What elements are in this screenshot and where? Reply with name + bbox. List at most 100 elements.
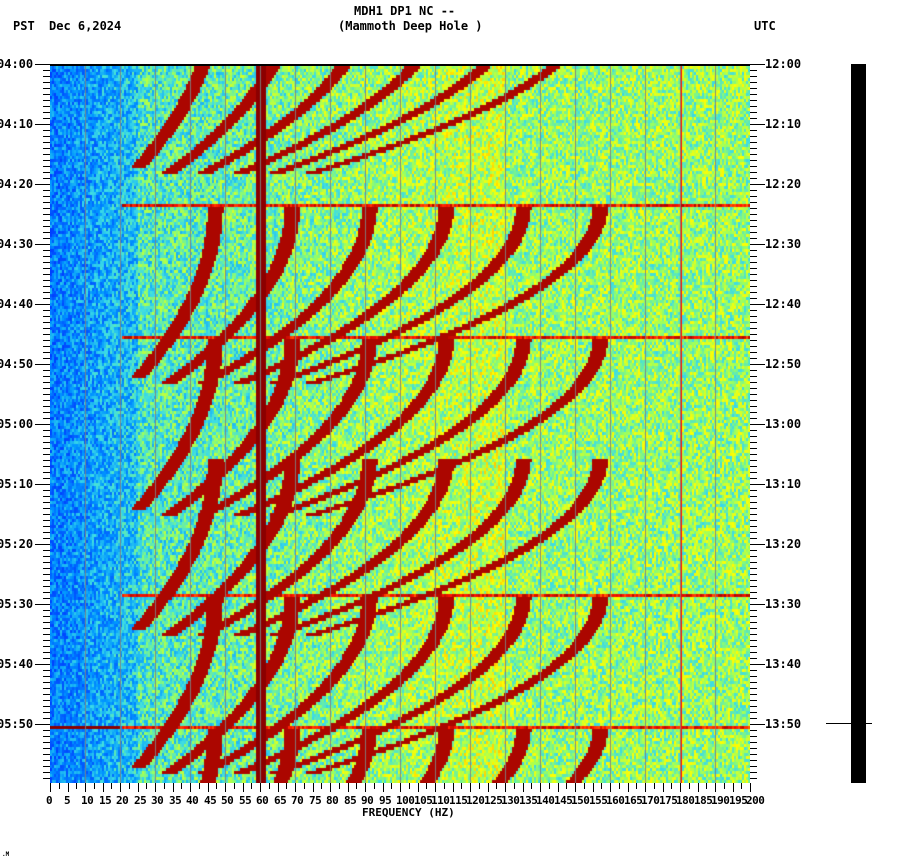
left-time-label: 04:00 — [0, 57, 34, 71]
right-tick — [750, 322, 757, 323]
left-tick — [43, 202, 50, 203]
right-tick — [750, 478, 757, 479]
freq-minor-tick — [426, 783, 427, 789]
right-tick — [750, 556, 757, 557]
right-tick — [750, 178, 757, 179]
freq-minor-tick — [94, 783, 95, 789]
right-tick — [750, 142, 757, 143]
left-tick — [43, 448, 50, 449]
right-tick — [750, 592, 757, 593]
right-tick — [750, 370, 757, 371]
right-tick — [750, 100, 757, 101]
freq-minor-tick — [146, 783, 147, 789]
left-tick — [43, 250, 50, 251]
freq-minor-tick — [129, 783, 130, 789]
freq-label: 110 — [431, 794, 450, 807]
left-tick — [43, 358, 50, 359]
right-tick — [750, 148, 757, 149]
right-tick — [750, 748, 757, 749]
right-tick — [750, 664, 765, 665]
right-tick — [750, 124, 765, 125]
right-time-label: 12:20 — [765, 177, 802, 191]
left-tick — [35, 664, 50, 665]
left-tick — [43, 106, 50, 107]
left-tick — [43, 586, 50, 587]
freq-tick — [628, 783, 629, 792]
left-tick — [43, 700, 50, 701]
right-tick — [750, 502, 757, 503]
freq-label: 85 — [344, 794, 357, 807]
left-tick — [43, 466, 50, 467]
freq-label: 0 — [46, 794, 53, 807]
right-tick — [750, 172, 757, 173]
left-tick — [43, 406, 50, 407]
station-line: MDH1 DP1 NC -- — [354, 4, 456, 18]
right-tick — [750, 526, 757, 527]
freq-minor-tick — [619, 783, 620, 789]
right-tick — [750, 316, 757, 317]
right-time-label: 13:30 — [765, 597, 802, 611]
left-tick — [43, 166, 50, 167]
right-time-label: 12:30 — [765, 237, 802, 251]
left-tick — [43, 520, 50, 521]
right-tick — [750, 652, 757, 653]
freq-label: 75 — [309, 794, 322, 807]
freq-tick — [715, 783, 716, 792]
left-tick — [35, 364, 50, 365]
right-tick — [750, 304, 765, 305]
right-tick — [750, 340, 757, 341]
left-tick — [43, 310, 50, 311]
freq-label: 100 — [396, 794, 415, 807]
left-tick — [43, 76, 50, 77]
right-time-label: 12:00 — [765, 57, 802, 71]
left-time-label: 05:20 — [0, 537, 34, 551]
left-tick — [35, 64, 50, 65]
freq-minor-tick — [671, 783, 672, 789]
freq-label: 190 — [711, 794, 730, 807]
left-tick — [43, 460, 50, 461]
x-axis-title: FREQUENCY (HZ) — [362, 806, 455, 819]
left-tick — [43, 646, 50, 647]
freq-minor-tick — [706, 783, 707, 789]
right-tick — [750, 598, 757, 599]
right-tick — [750, 166, 757, 167]
freq-tick — [453, 783, 454, 792]
left-tick — [43, 772, 50, 773]
freq-minor-tick — [111, 783, 112, 789]
freq-label: 90 — [361, 794, 374, 807]
right-tick — [750, 388, 757, 389]
left-tick — [43, 196, 50, 197]
left-tick — [43, 478, 50, 479]
right-tick — [750, 778, 757, 779]
freq-minor-tick — [59, 783, 60, 789]
freq-tick — [540, 783, 541, 792]
freq-label: 70 — [291, 794, 304, 807]
right-tick — [750, 436, 757, 437]
freq-tick — [173, 783, 174, 792]
right-tick — [750, 364, 765, 365]
freq-minor-tick — [479, 783, 480, 789]
right-tick — [750, 430, 757, 431]
right-time-label: 13:20 — [765, 537, 802, 551]
freq-minor-tick — [234, 783, 235, 789]
freq-tick — [313, 783, 314, 792]
left-tick — [43, 532, 50, 533]
right-tick — [750, 718, 757, 719]
left-tick — [43, 388, 50, 389]
freq-minor-tick — [601, 783, 602, 789]
right-tick — [750, 250, 757, 251]
freq-minor-tick — [356, 783, 357, 789]
left-time-label: 05:10 — [0, 477, 34, 491]
right-tick — [750, 658, 757, 659]
left-tick — [43, 502, 50, 503]
left-tick — [43, 550, 50, 551]
right-time-label: 13:40 — [765, 657, 802, 671]
left-tick — [43, 418, 50, 419]
right-tick — [750, 574, 757, 575]
right-tick — [750, 766, 757, 767]
freq-tick — [470, 783, 471, 792]
right-tick — [750, 640, 757, 641]
left-tick — [43, 238, 50, 239]
freq-tick — [610, 783, 611, 792]
freq-label: 45 — [204, 794, 217, 807]
